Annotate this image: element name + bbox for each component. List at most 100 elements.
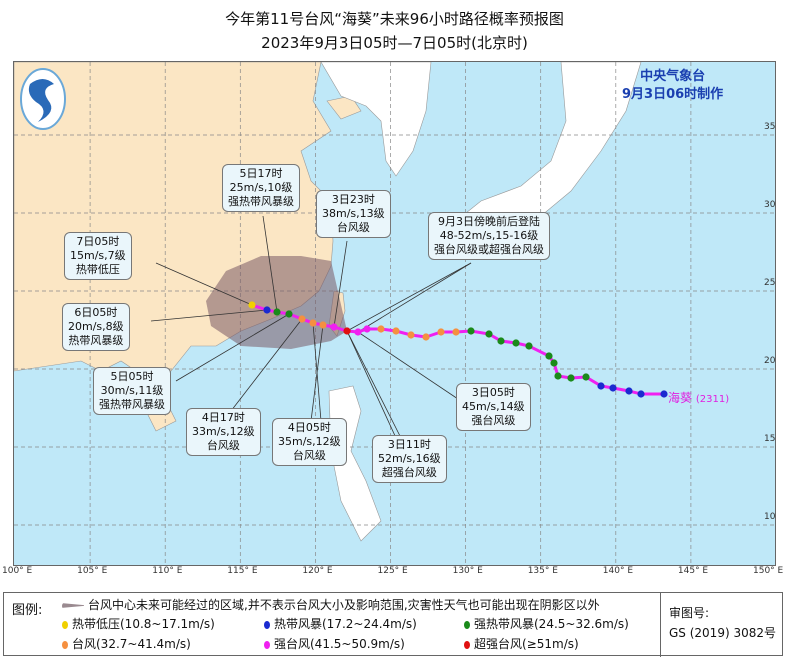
label-time: 4日17时 xyxy=(201,411,245,424)
legend-item: 热带风暴(17.2~24.4m/s) xyxy=(264,615,417,632)
lon-tick: 145° E xyxy=(677,566,709,576)
forecast-label-7d05h: 7日05时 15m/s,7级 热带低压 xyxy=(64,232,132,280)
track-point xyxy=(582,373,590,381)
label-wind: 45m/s,14级 xyxy=(462,400,525,413)
label-wind: 35m/s,12级 xyxy=(278,435,341,448)
lat-tick: 25 xyxy=(764,278,776,288)
label-wind: 20m/s,8级 xyxy=(68,320,124,333)
legend-label: 热带低压(10.8~17.1m/s) xyxy=(72,617,215,631)
legend-label: 台风(32.7~41.4m/s) xyxy=(72,637,191,651)
track-point xyxy=(273,308,281,316)
label-wind: 52m/s,16级 xyxy=(378,452,441,465)
lon-tick: 150° E xyxy=(753,566,784,576)
lat-tick: 30 xyxy=(764,200,776,210)
lat-tick: 15 xyxy=(764,434,776,444)
lon-tick: 120° E xyxy=(302,566,333,576)
track-point xyxy=(567,374,575,382)
track-point xyxy=(354,328,362,336)
legend-item: 强台风(41.5~50.9m/s) xyxy=(264,635,405,652)
track-point xyxy=(437,328,445,336)
forecast-label-5d17h: 5日17时 25m/s,10级 强热带风暴级 xyxy=(222,164,300,212)
track-point xyxy=(330,323,338,331)
leader-line xyxy=(346,330,397,439)
leader-line xyxy=(175,313,290,382)
track-point xyxy=(319,321,327,329)
track-point xyxy=(625,387,633,395)
label-wind: 25m/s,10级 xyxy=(229,181,293,194)
leader-line xyxy=(230,318,303,412)
forecast-label-6d05h: 6日05时 20m/s,8级 热带风暴级 xyxy=(62,303,130,351)
tropical-storm-icon xyxy=(264,620,270,629)
label-level: 台风级 xyxy=(206,439,240,452)
landfall-label: 9月3日傍晚前后登陆 48-52m/s,15-16级 强台风级或超强台风级 xyxy=(428,212,550,260)
lon-tick: 105° E xyxy=(77,566,108,576)
track-point xyxy=(485,330,493,338)
track-point xyxy=(422,333,430,341)
label-time: 3日11时 xyxy=(387,438,431,451)
lon-tick: 110° E xyxy=(152,566,183,576)
lon-tick: 135° E xyxy=(527,566,558,576)
map-title: 今年第11号台风“海葵”未来96小时路径概率预报图 xyxy=(225,10,564,28)
label-wind: 48-52m/s,15-16级 xyxy=(439,229,539,242)
map-approval: 审图号: GS (2019) 3082号 xyxy=(660,593,784,657)
legend-cone-text: 台风中心未来可能经过的区域,并不表示台风大小及影响范围,灾害性天气也可能出现在阴… xyxy=(88,598,600,612)
label-time: 5日05时 xyxy=(110,370,154,383)
agency-stamp: 中央气象台 9月3日06时制作 xyxy=(622,68,723,104)
leader-line xyxy=(357,262,472,333)
severe-tropical-storm-icon xyxy=(464,620,470,629)
land-korea xyxy=(320,61,432,177)
cma-logo-icon xyxy=(20,68,66,130)
legend-item: 台风(32.7~41.4m/s) xyxy=(62,635,191,652)
map-subtitle: 2023年9月3日05时—7日05时(北京时) xyxy=(261,34,528,52)
label-time: 3日05时 xyxy=(471,386,515,399)
label-level: 强台风级 xyxy=(471,414,516,427)
track-point xyxy=(248,301,256,309)
track-point xyxy=(363,325,371,333)
track-point xyxy=(285,310,293,318)
forecast-label-5d05h: 5日05时 30m/s,11级 强热带风暴级 xyxy=(93,367,171,415)
track-point xyxy=(609,384,617,392)
track-point xyxy=(343,327,351,335)
label-time: 5日17时 xyxy=(239,167,283,180)
legend-label: 强热带风暴(24.5~32.6m/s) xyxy=(474,617,629,631)
lat-tick: 10 xyxy=(764,512,776,522)
track-point xyxy=(554,372,562,380)
forecast-label-4d17h: 4日17时 33m/s,12级 台风级 xyxy=(186,408,261,456)
track-point xyxy=(637,390,645,398)
label-wind: 30m/s,11级 xyxy=(100,384,164,397)
leader-line xyxy=(262,215,278,313)
leader-line xyxy=(357,331,462,402)
approval-number: GS (2019) 3082号 xyxy=(669,626,776,640)
track-point xyxy=(407,331,415,339)
tropical-depression-icon xyxy=(62,620,68,629)
severe-typhoon-icon xyxy=(264,640,270,649)
track-point xyxy=(377,325,385,333)
label-wind: 38m/s,13级 xyxy=(322,207,385,220)
lon-tick: 130° E xyxy=(452,566,483,576)
label-level: 强热带风暴级 xyxy=(99,398,165,411)
label-time: 6日05时 xyxy=(74,306,118,319)
leader-line xyxy=(150,309,268,322)
forecast-label-3d11h: 3日11时 52m/s,16级 超强台风级 xyxy=(372,435,447,483)
legend-label: 热带风暴(17.2~24.4m/s) xyxy=(274,617,417,631)
legend-label: 超强台风(≥51m/s) xyxy=(474,637,579,651)
leader-line xyxy=(333,240,348,328)
label-level: 热带风暴级 xyxy=(68,334,124,347)
legend-item: 超强台风(≥51m/s) xyxy=(464,635,579,652)
track-point xyxy=(497,337,505,345)
forecast-label-4d05h: 4日05时 35m/s,12级 台风级 xyxy=(272,418,347,466)
lat-tick: 20 xyxy=(764,356,776,366)
track-point xyxy=(545,352,553,360)
label-leader-lines xyxy=(150,215,472,439)
lon-tick: 125° E xyxy=(377,566,408,576)
label-level: 强台风级或超强台风级 xyxy=(434,243,544,256)
label-time: 3日23时 xyxy=(331,193,375,206)
label-level: 热带低压 xyxy=(75,263,120,276)
leader-line xyxy=(346,262,472,332)
track-point xyxy=(550,359,558,367)
track-point xyxy=(597,382,605,390)
issue-time: 9月3日06时制作 xyxy=(622,87,724,102)
track-point xyxy=(525,342,533,350)
lon-tick: 115° E xyxy=(227,566,258,576)
label-level: 超强台风级 xyxy=(381,466,437,479)
